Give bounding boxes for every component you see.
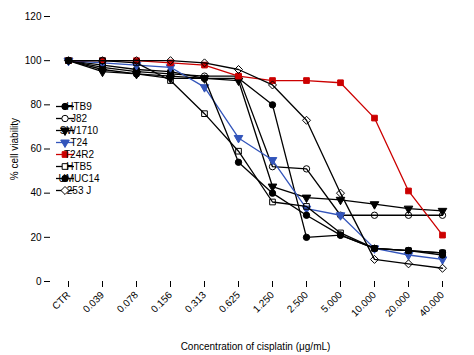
svg-text:40.000: 40.000 — [417, 289, 447, 319]
svg-text:UMUC14: UMUC14 — [58, 173, 100, 184]
svg-text:0.625: 0.625 — [217, 289, 243, 315]
svg-text:HTB9: HTB9 — [66, 101, 92, 112]
svg-text:20: 20 — [30, 232, 42, 243]
svg-text:0.313: 0.313 — [183, 289, 209, 315]
svg-text:0.078: 0.078 — [115, 289, 141, 315]
svg-text:% cell viability: % cell viability — [9, 118, 20, 180]
svg-text:2.500: 2.500 — [285, 289, 311, 315]
svg-text:Concentration of cisplatin (μg: Concentration of cisplatin (μg/mL) — [181, 341, 331, 352]
svg-text:T24R2: T24R2 — [64, 149, 94, 160]
svg-text:0.156: 0.156 — [149, 289, 175, 315]
svg-text:T24: T24 — [70, 137, 88, 148]
svg-text:253 J: 253 J — [67, 185, 91, 196]
svg-text:80: 80 — [30, 99, 42, 110]
svg-text:J82: J82 — [71, 113, 88, 124]
svg-text:1.250: 1.250 — [251, 289, 277, 315]
svg-text:10.000: 10.000 — [349, 289, 379, 319]
svg-text:0: 0 — [36, 276, 42, 287]
svg-text:120: 120 — [25, 11, 42, 22]
svg-text:CTR: CTR — [50, 289, 72, 311]
svg-text:20.000: 20.000 — [383, 289, 413, 319]
svg-text:60: 60 — [30, 143, 42, 154]
svg-text:0.039: 0.039 — [81, 289, 107, 315]
svg-text:5.000: 5.000 — [319, 289, 345, 315]
svg-text:100: 100 — [25, 55, 42, 66]
svg-text:40: 40 — [30, 187, 42, 198]
svg-text:SW1710: SW1710 — [60, 125, 99, 136]
svg-text:HTB5: HTB5 — [66, 161, 92, 172]
